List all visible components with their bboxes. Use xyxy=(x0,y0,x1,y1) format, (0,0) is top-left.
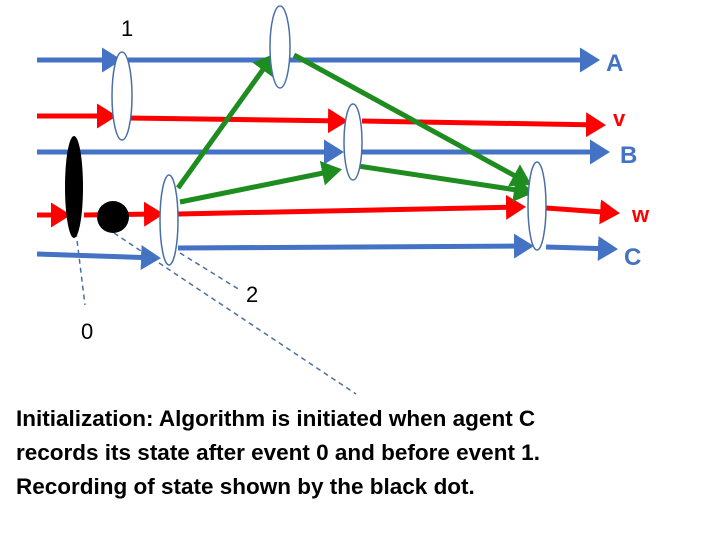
message-c-to-a xyxy=(175,53,275,190)
state-recording-dot xyxy=(97,201,129,233)
event-pointers xyxy=(75,231,357,395)
label-b: B xyxy=(620,142,637,169)
event-1-ellipse xyxy=(111,51,133,141)
caption-line-2: records its state after event 0 and befo… xyxy=(16,440,540,465)
message-b-to-c xyxy=(357,163,534,202)
event-label-1: 1 xyxy=(121,16,133,41)
line-w xyxy=(37,194,620,228)
label-v: v xyxy=(613,106,626,131)
pointer-event-0 xyxy=(75,231,86,306)
event-0-ellipse xyxy=(65,136,83,238)
event-2-ellipse xyxy=(159,174,179,266)
caption-line-1: Initialization: Algorithm is initiated w… xyxy=(16,406,536,431)
event-label-2: 2 xyxy=(246,282,258,307)
event-a-ellipse xyxy=(269,5,291,89)
caption-line-3: Recording of state shown by the black do… xyxy=(16,474,475,499)
line-v xyxy=(37,103,606,138)
line-c xyxy=(36,233,618,270)
label-w: w xyxy=(631,202,650,227)
label-c: C xyxy=(624,244,641,271)
pointer-event-2 xyxy=(179,252,241,291)
event-b-ellipse xyxy=(343,103,363,181)
pointer-dot xyxy=(113,232,357,395)
caption: Initialization: Algorithm is initiated w… xyxy=(16,402,716,504)
message-a-to-c xyxy=(292,52,532,187)
message-c-to-b xyxy=(179,160,342,205)
event-c-ellipse xyxy=(527,161,547,251)
label-a: A xyxy=(606,50,623,77)
message-arrows xyxy=(175,52,534,205)
event-label-0: 0 xyxy=(81,319,93,344)
events xyxy=(65,5,547,266)
